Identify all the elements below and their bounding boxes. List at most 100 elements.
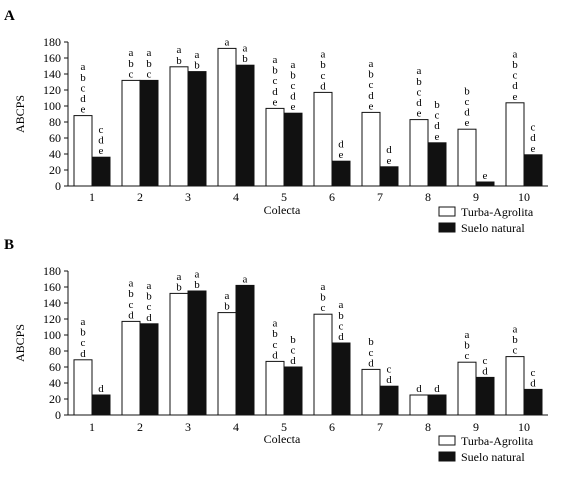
significance-letter: a (339, 299, 344, 311)
significance-letter: c (291, 344, 296, 356)
bar-turba-agrolita (313, 91, 333, 187)
significance-letter: d (482, 365, 488, 377)
significance-letter: b (272, 65, 278, 77)
bar-turba-agrolita (409, 119, 429, 187)
significance-letter: e (369, 100, 374, 112)
legend-swatch-turba-agrolita (438, 435, 456, 446)
panel-label: B (4, 237, 14, 253)
significance-letter: c (531, 367, 536, 379)
bar-turba-agrolita (361, 368, 381, 416)
bar-turba-agrolita (121, 79, 141, 187)
bar-suelo-natural (427, 394, 447, 416)
y-tick-label: 140 (43, 296, 61, 310)
significance-letter: c (273, 75, 278, 87)
significance-letter: b (338, 310, 344, 322)
legend-swatch-suelo-natural (438, 222, 456, 233)
x-axis-label: Colecta (264, 432, 301, 446)
significance-letter: c (129, 299, 134, 311)
bar-turba-agrolita (73, 359, 93, 416)
significance-letter: b (194, 60, 200, 72)
significance-letter: c (81, 337, 86, 349)
significance-letter: d (98, 383, 104, 395)
significance-letter: c (339, 320, 344, 332)
significance-letter: b (464, 340, 470, 352)
significance-letter: d (80, 348, 86, 360)
significance-letter: d (368, 357, 374, 369)
significance-letter: c (273, 339, 278, 351)
significance-letter: b (290, 69, 296, 81)
significance-letter: d (530, 377, 536, 389)
significance-letter: d (416, 97, 422, 109)
bar-turba-agrolita (217, 312, 237, 416)
bar-suelo-natural (139, 79, 159, 187)
significance-letter: d (464, 107, 470, 119)
legend-swatch-suelo-natural (438, 451, 456, 462)
bar-suelo-natural (427, 142, 447, 187)
bar-turba-agrolita (505, 102, 525, 187)
significance-letter: d (98, 135, 104, 147)
bar-suelo-natural (379, 166, 399, 187)
significance-letter: d (530, 132, 536, 144)
significance-letter: d (338, 139, 344, 151)
significance-letter: e (465, 117, 470, 129)
significance-letter: a (177, 44, 182, 56)
significance-letter: c (291, 80, 296, 92)
y-tick-label: 40 (49, 376, 61, 390)
significance-letter: d (290, 355, 296, 367)
significance-letter: b (512, 59, 518, 71)
significance-letter: a (147, 47, 152, 59)
significance-letter: d (128, 309, 134, 321)
significance-letter: c (369, 347, 374, 359)
significance-letter: c (483, 355, 488, 367)
significance-letter: d (368, 90, 374, 102)
x-tick-label: 7 (377, 420, 383, 434)
x-tick-label: 4 (233, 420, 239, 434)
significance-letter: a (273, 54, 278, 66)
bar-turba-agrolita (73, 115, 93, 187)
legend-label-turba-agrolita: Turba-Agrolita (461, 205, 534, 219)
x-tick-label: 3 (185, 190, 191, 204)
y-tick-label: 120 (43, 312, 61, 326)
significance-letter: d (386, 374, 392, 386)
significance-letter: c (99, 124, 104, 136)
bar-turba-agrolita (169, 292, 189, 416)
significance-letter: a (225, 36, 230, 48)
x-tick-label: 10 (518, 420, 530, 434)
significance-letter: b (512, 334, 518, 346)
significance-letter: a (513, 48, 518, 60)
significance-letter: e (387, 155, 392, 167)
significance-letter: e (531, 143, 536, 155)
bar-suelo-natural (379, 385, 399, 416)
significance-letter: c (435, 110, 440, 122)
significance-letter: c (417, 86, 422, 98)
significance-letter: b (80, 327, 86, 339)
y-axis-label: ABCPS (13, 324, 27, 362)
y-tick-label: 120 (43, 83, 61, 97)
significance-letter: e (435, 131, 440, 143)
y-tick-label: 100 (43, 99, 61, 113)
bar-suelo-natural (475, 181, 495, 187)
significance-letter: e (513, 91, 518, 103)
bar-turba-agrolita (457, 128, 477, 187)
significance-letter: c (369, 79, 374, 91)
y-tick-label: 0 (55, 408, 61, 422)
significance-letter: d (416, 383, 422, 395)
x-tick-label: 9 (473, 190, 479, 204)
significance-letter: a (321, 49, 326, 61)
significance-letter: d (434, 383, 440, 395)
bar-suelo-natural (91, 394, 111, 416)
significance-letter: a (243, 273, 248, 285)
bar-turba-agrolita (121, 320, 141, 416)
significance-letter: d (320, 80, 326, 92)
significance-letter: d (338, 331, 344, 343)
bar-turba-agrolita (313, 313, 333, 416)
legend-label-suelo-natural: Suelo natural (461, 450, 525, 464)
y-tick-label: 80 (49, 115, 61, 129)
significance-letter: c (513, 345, 518, 357)
significance-letter: b (242, 53, 248, 65)
panel-b: B020406080100120140160180ABCPSabcdd1abcd… (4, 237, 548, 464)
significance-letter: a (129, 47, 134, 59)
y-tick-label: 60 (49, 360, 61, 374)
significance-letter: c (465, 96, 470, 108)
significance-letter: a (369, 58, 374, 70)
